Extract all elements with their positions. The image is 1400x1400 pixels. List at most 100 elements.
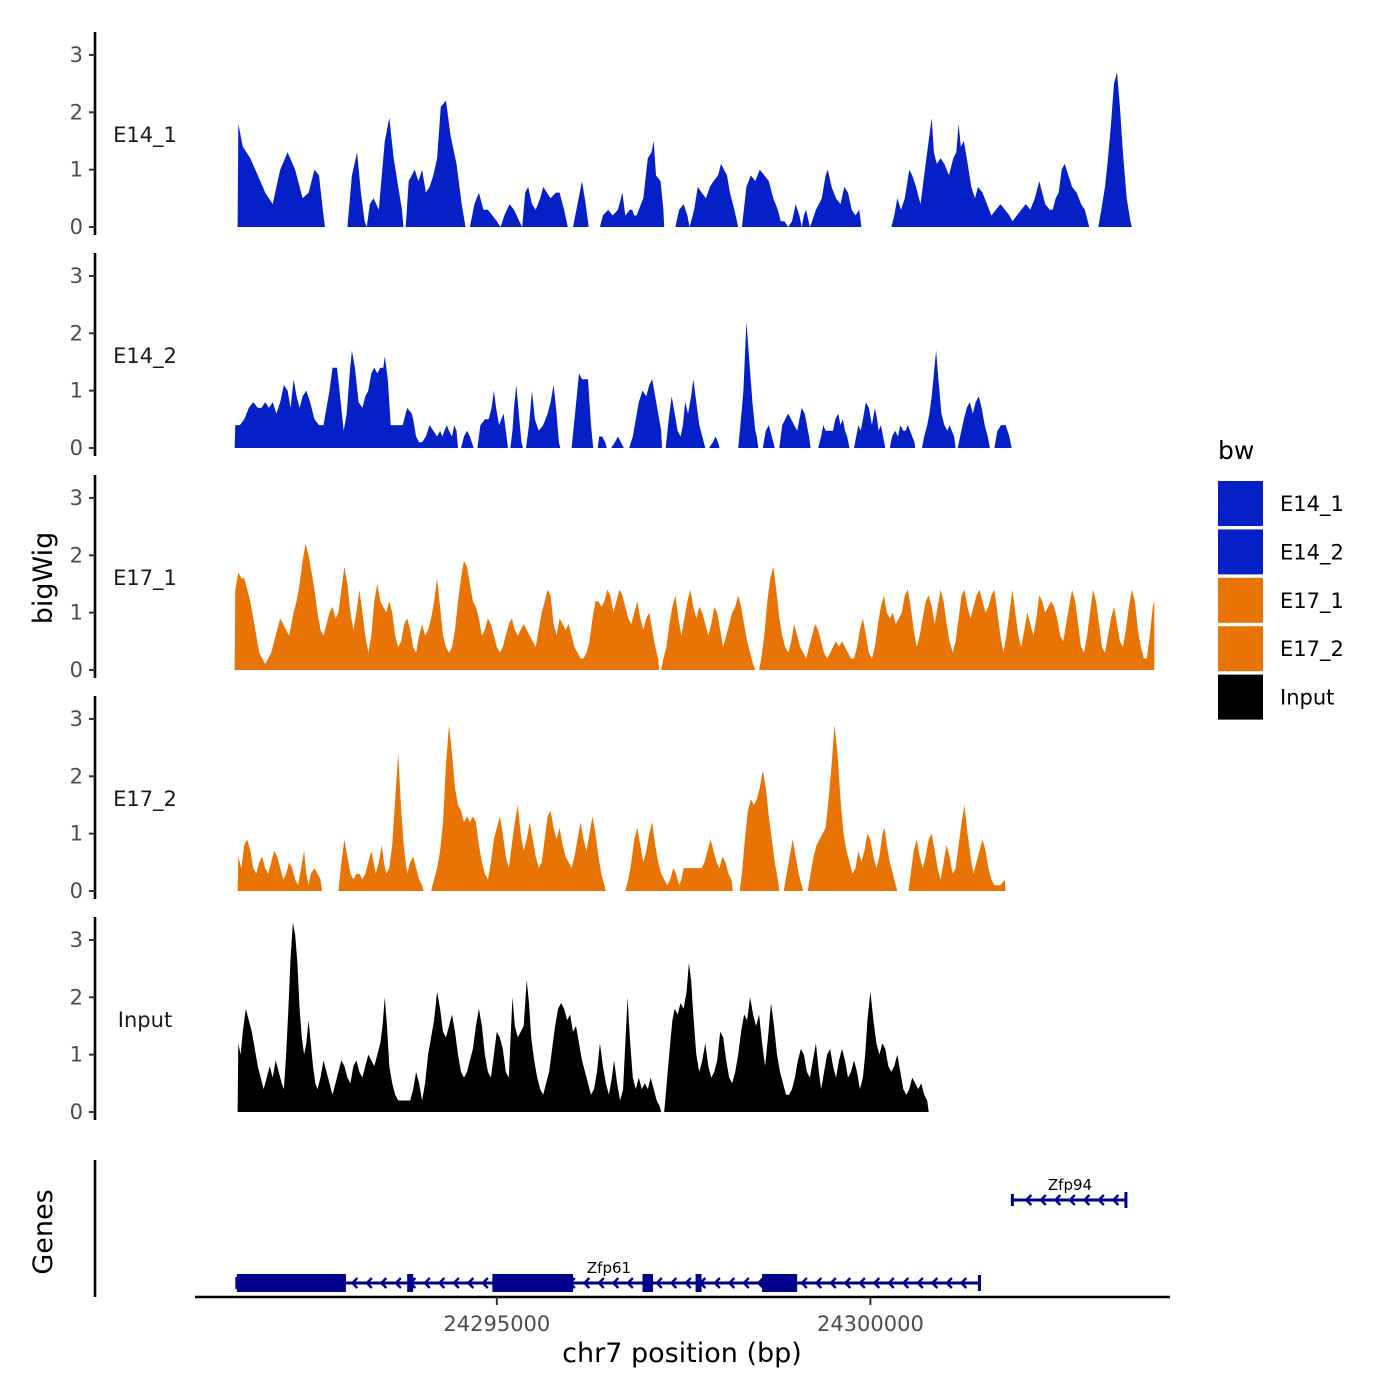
strand-arrow [1082, 1194, 1091, 1206]
strand-arrow [756, 1277, 765, 1289]
strand-arrow [669, 1277, 678, 1289]
exon [695, 1274, 702, 1292]
y-tick-label: 1 [70, 379, 83, 403]
strand-arrow [466, 1277, 475, 1289]
x-tick-label: 24300000 [817, 1312, 924, 1336]
strand-arrow [858, 1277, 866, 1289]
legend-swatch [1218, 674, 1263, 720]
genes-axis-title: Genes [28, 1189, 59, 1274]
y-tick-label: 1 [70, 1043, 83, 1067]
track-label: E14_1 [113, 123, 177, 148]
y-tick-label: 2 [70, 764, 83, 788]
legend-label: E17_1 [1280, 589, 1344, 614]
track-e17-2: 0 1 2 3 E17_2 [70, 696, 1006, 903]
strand-arrow [814, 1277, 823, 1289]
strand-arrow [727, 1277, 736, 1289]
y-tick-label: 0 [70, 436, 83, 460]
strand-arrow [379, 1277, 388, 1289]
strand-arrow [365, 1277, 373, 1289]
exon [762, 1274, 798, 1292]
y-tick-label: 2 [70, 321, 83, 345]
strand-arrow [713, 1277, 721, 1289]
strand-arrow [1053, 1194, 1062, 1206]
legend-label: E14_1 [1280, 492, 1344, 517]
track-label: E17_2 [113, 787, 177, 812]
strand-arrow [350, 1277, 359, 1289]
y-tick-label: 0 [70, 215, 83, 239]
exon [236, 1274, 346, 1292]
strand-arrow [1111, 1194, 1120, 1206]
gene-zfp61: Zfp61 [235, 1259, 981, 1292]
legend-label: E14_2 [1280, 540, 1344, 565]
strand-arrow [394, 1277, 402, 1289]
gene-zfp94: Zfp94 [1010, 1176, 1128, 1208]
genes-panel: Zfp61 Zfp94 [93, 1160, 1128, 1297]
strand-arrow [597, 1277, 605, 1289]
gene-label: Zfp94 [1048, 1176, 1092, 1194]
strand-arrow [1039, 1194, 1047, 1206]
gene-label: Zfp61 [587, 1259, 631, 1277]
x-axis: 24295000 24300000 [195, 1295, 1170, 1336]
strand-arrow [930, 1277, 939, 1289]
y-tick-label: 2 [70, 985, 83, 1009]
track-e17-1: 0 1 2 3 E17_1 [70, 475, 1155, 682]
strand-arrow [481, 1277, 489, 1289]
legend-swatch [1218, 626, 1263, 672]
track-input: 0 1 2 3 Input [70, 917, 929, 1124]
track-e14-1: 0 1 2 3 E14_1 [70, 32, 1132, 239]
strand-arrow [1068, 1194, 1076, 1206]
y-tick-label: 1 [70, 822, 83, 846]
strand-arrow [916, 1277, 924, 1289]
y-tick-label: 3 [70, 264, 83, 288]
legend-swatch [1218, 577, 1263, 623]
y-tick-label: 3 [70, 486, 83, 510]
y-tick-label: 1 [70, 158, 83, 182]
exon [492, 1274, 574, 1292]
legend-swatch [1218, 529, 1263, 575]
strand-arrow [800, 1277, 808, 1289]
exon [642, 1274, 653, 1292]
strand-arrow [437, 1277, 446, 1289]
strand-arrow [959, 1277, 968, 1289]
signal-area-input [237, 922, 929, 1112]
y-axis-title: bigWig [28, 532, 59, 625]
track-label: E14_2 [113, 344, 177, 369]
strand-arrow [872, 1277, 881, 1289]
y-tick-label: 0 [70, 879, 83, 903]
strand-arrow [452, 1277, 460, 1289]
signal-area-e17-2 [237, 724, 1006, 891]
strand-arrow [626, 1277, 634, 1289]
strand-arrow [887, 1277, 895, 1289]
y-tick-label: 2 [70, 100, 83, 124]
y-tick-label: 3 [70, 43, 83, 67]
strand-arrow [901, 1277, 910, 1289]
strand-arrow [829, 1277, 837, 1289]
signal-area-e14-2 [234, 321, 1012, 448]
legend-label: Input [1280, 686, 1334, 710]
exon [407, 1274, 414, 1292]
strand-arrow [1097, 1194, 1105, 1206]
strand-arrow [423, 1277, 431, 1289]
strand-arrow [1024, 1194, 1033, 1206]
x-tick-label: 24295000 [443, 1312, 550, 1336]
track-label: Input [118, 1008, 172, 1032]
strand-arrow [742, 1277, 750, 1289]
signal-area-e14-1 [237, 72, 1132, 227]
y-tick-label: 0 [70, 1100, 83, 1124]
strand-arrow [582, 1277, 591, 1289]
legend-title: bw [1218, 436, 1254, 465]
strand-arrow [655, 1277, 663, 1289]
x-axis-title: chr7 position (bp) [562, 1338, 802, 1369]
y-tick-label: 0 [70, 658, 83, 682]
strand-arrow [945, 1277, 953, 1289]
legend: bw E14_1 E14_2 E17_1 E17_2 Input [1218, 436, 1344, 720]
track-e14-2: 0 1 2 3 E14_2 [70, 253, 1012, 460]
signal-area-e17-1 [234, 543, 1155, 670]
strand-arrow [843, 1277, 852, 1289]
y-tick-label: 1 [70, 601, 83, 625]
track-label: E17_1 [113, 566, 177, 591]
legend-label: E17_2 [1280, 637, 1344, 662]
legend-swatch [1218, 481, 1263, 526]
strand-arrow [684, 1277, 692, 1289]
